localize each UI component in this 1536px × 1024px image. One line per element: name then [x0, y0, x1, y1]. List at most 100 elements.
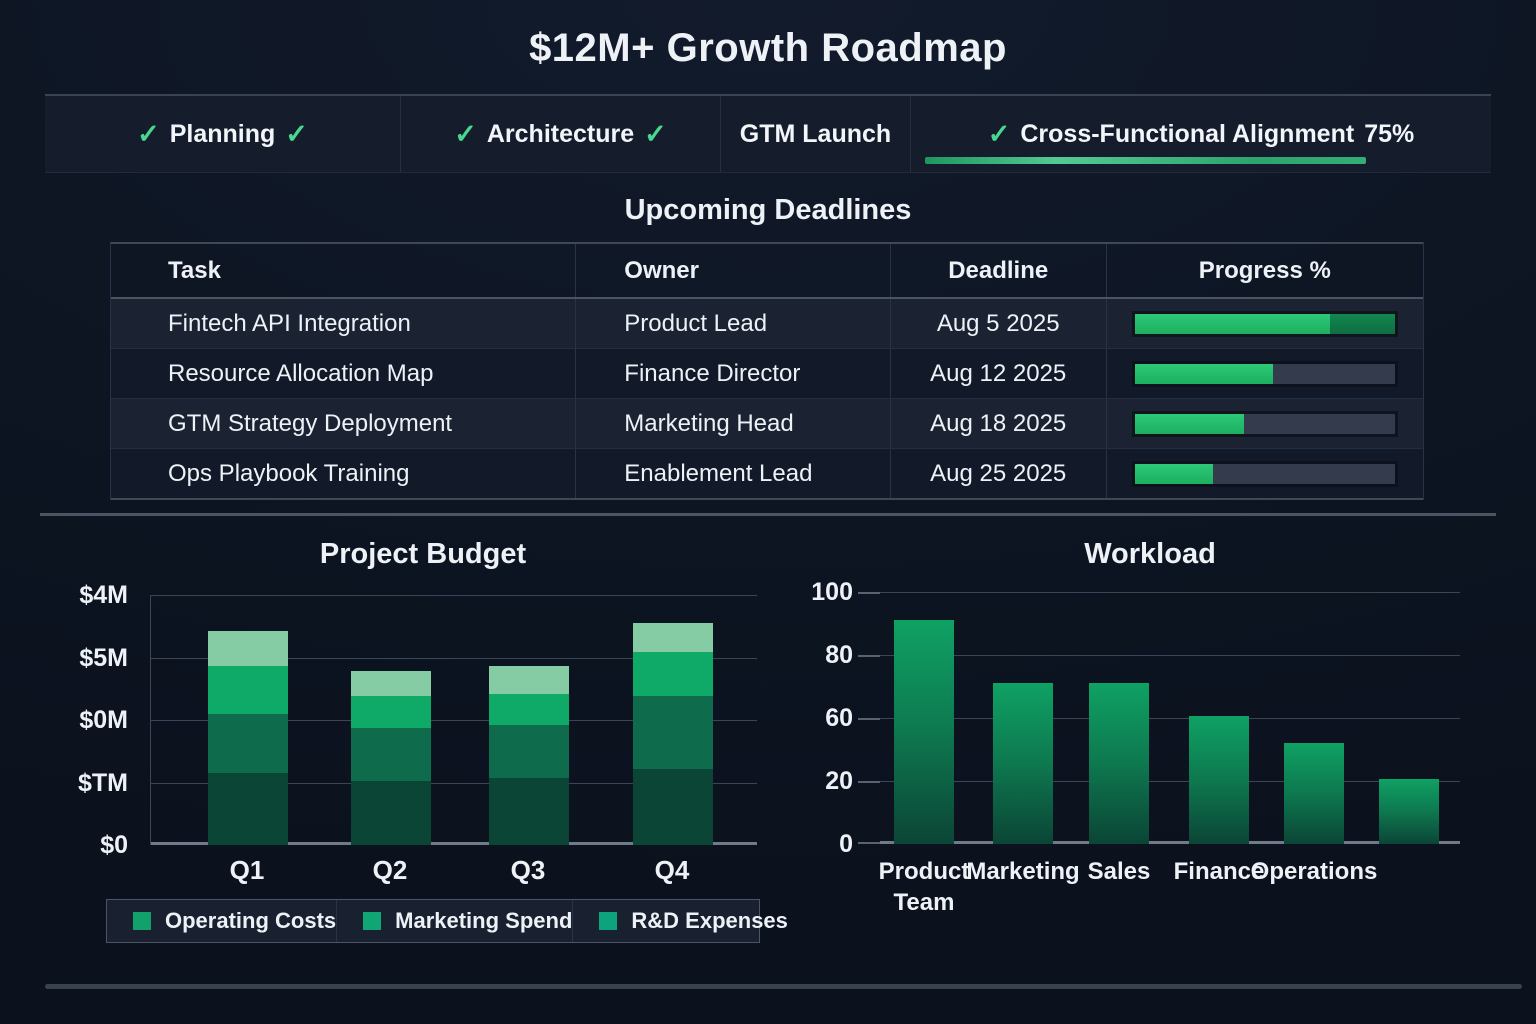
deadline-cell: Aug 5 2025	[889, 299, 1106, 348]
bar-segment	[489, 694, 569, 725]
step-progress-percent: 75%	[1364, 119, 1415, 148]
task-cell: Fintech API Integration	[168, 309, 411, 337]
step-label: Planning	[169, 119, 276, 148]
table-header-row: Task Owner Deadline Progress %	[111, 242, 1423, 299]
gridline	[880, 718, 1460, 719]
owner-cell: Enablement Lead	[575, 449, 890, 498]
legend-swatch	[363, 912, 382, 930]
step-label: Cross-Functional Alignment	[1020, 119, 1355, 148]
bar-segment	[633, 651, 713, 697]
bar-segment	[208, 666, 288, 714]
step-label: Architecture	[486, 119, 635, 148]
legend-label: Operating Costs	[165, 908, 337, 933]
gridline	[151, 657, 757, 659]
bar-segment	[351, 670, 431, 697]
bar-segment	[208, 772, 288, 845]
x-axis-line	[880, 841, 1460, 844]
y-tick-label: $5M	[79, 643, 128, 672]
y-tick-label: 0	[839, 830, 853, 858]
x-tick-label: Q3	[510, 855, 546, 885]
axis-tick	[858, 842, 880, 844]
workload-chart-plot	[858, 592, 1460, 844]
y-tick-label: $0	[100, 831, 128, 859]
x-tick-label: Operations	[1250, 858, 1378, 885]
x-tick-label: Q1	[229, 855, 265, 885]
budget-bar-q4	[633, 623, 713, 845]
check-icon: ✓	[285, 118, 308, 149]
bar-segment	[351, 780, 431, 845]
legend-swatch	[133, 912, 151, 930]
owner-cell: Marketing Head	[575, 399, 890, 448]
step-progress-underline	[925, 157, 1366, 164]
budget-bar-q3	[489, 665, 569, 845]
workload-bar-sales	[1089, 682, 1149, 844]
axis-tick	[858, 592, 880, 594]
workload-chart-title: Workload	[1084, 538, 1216, 570]
bar-segment	[633, 623, 713, 652]
workload-bar-product-team	[894, 619, 954, 844]
table-body: Fintech API Integration Product Lead Aug…	[111, 299, 1423, 500]
bar-segment	[489, 777, 569, 845]
y-tick-label: 100	[811, 578, 853, 606]
progress-cell	[1105, 349, 1423, 398]
step-label: GTM Launch	[739, 119, 892, 148]
y-tick-label: 60	[825, 704, 853, 732]
progress-bar	[1131, 310, 1398, 337]
progress-cell	[1105, 299, 1423, 348]
page-title: $12M+ Growth Roadmap	[529, 26, 1007, 70]
check-icon: ✓	[644, 118, 667, 149]
workload-bar-operations	[1284, 743, 1344, 844]
table-row: Ops Playbook Training Enablement Lead Au…	[111, 448, 1423, 498]
gridline	[151, 595, 757, 596]
deadline-cell: Aug 12 2025	[889, 349, 1106, 398]
gridline	[151, 782, 757, 784]
bar-segment	[489, 725, 569, 778]
step-gtm-launch[interactable]: GTM Launch	[720, 96, 910, 172]
roadmap-stepper: ✓ Planning ✓ ✓ Architecture ✓ GTM Launch…	[45, 96, 1491, 173]
task-cell: GTM Strategy Deployment	[168, 409, 453, 437]
bar-segment	[351, 696, 431, 729]
task-cell: Ops Playbook Training	[168, 459, 410, 487]
bar-segment	[633, 696, 713, 770]
bar-segment	[489, 665, 569, 695]
y-tick-label: 20	[825, 767, 853, 795]
table-row: Resource Allocation Map Finance Director…	[111, 348, 1423, 398]
section-divider	[40, 513, 1496, 516]
bar-segment	[208, 630, 288, 667]
progress-bar	[1131, 410, 1398, 437]
legend-item-operating-costs: Operating Costs	[107, 900, 336, 942]
step-cross-functional-alignment[interactable]: ✓ Cross-Functional Alignment 75%	[910, 96, 1491, 172]
task-cell: Resource Allocation Map	[168, 359, 434, 387]
budget-bar-q2	[351, 670, 431, 845]
workload-bar-unlabeled	[1379, 778, 1439, 844]
budget-chart-plot	[150, 595, 757, 845]
legend-swatch	[599, 912, 618, 930]
deadlines-section-title: Upcoming Deadlines	[624, 194, 912, 226]
step-planning[interactable]: ✓ Planning ✓	[45, 96, 400, 172]
step-architecture[interactable]: ✓ Architecture ✓	[400, 96, 720, 172]
x-axis-line	[151, 842, 757, 845]
gridline	[151, 720, 757, 721]
y-tick-label: $TM	[78, 768, 128, 797]
progress-fill	[1134, 463, 1213, 484]
header-divider	[45, 94, 1491, 96]
workload-bar-marketing	[993, 682, 1053, 844]
y-tick-label: $4M	[79, 581, 128, 609]
bar-segment	[208, 713, 288, 773]
x-tick-label: Sales	[1087, 858, 1151, 885]
legend-item-marketing-spend: Marketing Spend	[336, 900, 572, 942]
legend-label: R&D Expenses	[631, 908, 788, 933]
progress-fill	[1134, 363, 1273, 384]
progress-bar	[1131, 460, 1398, 487]
progress-fill	[1134, 313, 1330, 334]
owner-cell: Finance Director	[575, 349, 890, 398]
x-tick-label: Marketing	[966, 858, 1080, 885]
progress-cell	[1105, 399, 1423, 448]
progress-bar	[1131, 360, 1398, 387]
gridline	[880, 655, 1460, 656]
budget-y-axis-labels: $4M $5M $0M $TM $0	[55, 582, 140, 858]
y-tick-label: 80	[825, 641, 853, 669]
y-tick-label: $0M	[79, 706, 128, 734]
footer-divider	[45, 984, 1522, 989]
check-icon: ✓	[987, 118, 1011, 149]
